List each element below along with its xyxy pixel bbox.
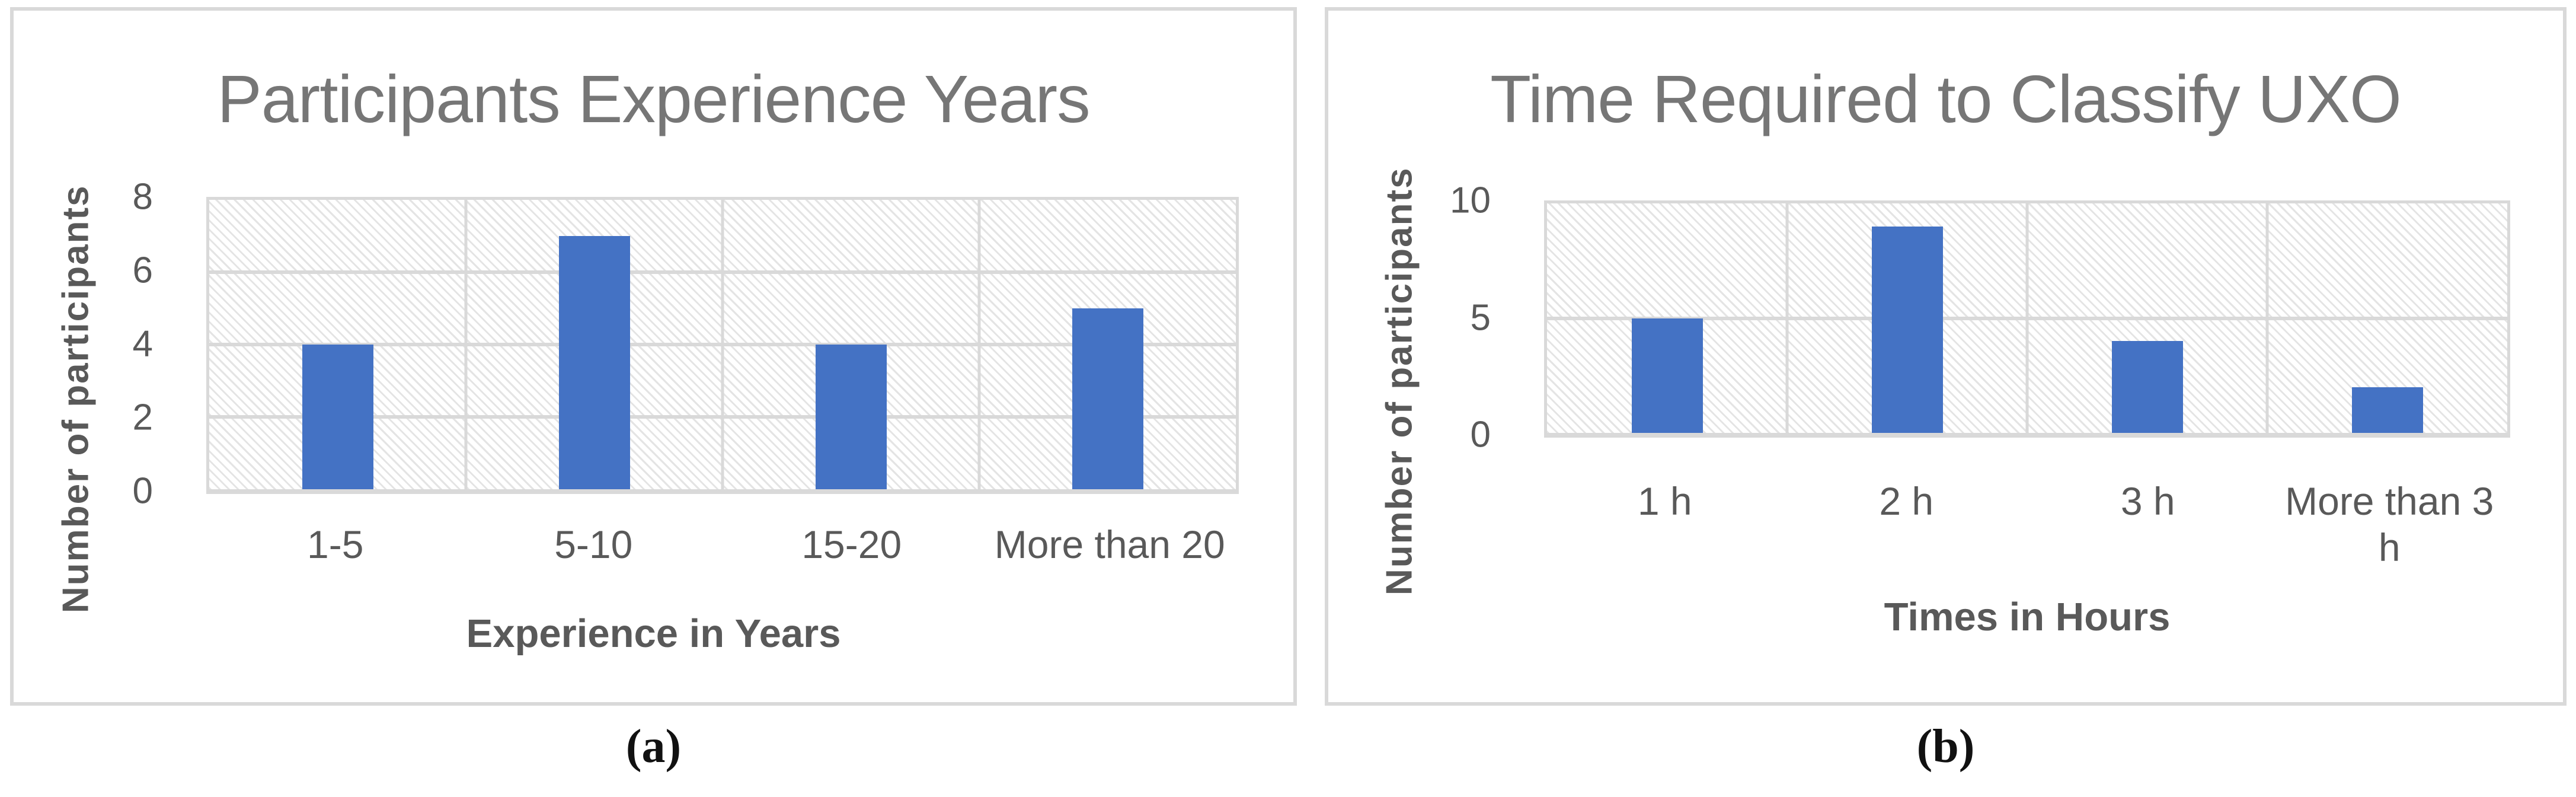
bar-slot (2027, 203, 2267, 433)
x-axis-title: Times in Hours (1884, 595, 2171, 639)
gridline-vertical (721, 200, 724, 489)
subfigure-caption-b: (b) (1916, 721, 1975, 773)
x-tick-label: More than 20 (994, 522, 1225, 566)
chart-title: Participants Experience Years (217, 62, 1090, 136)
bar (2111, 341, 2183, 433)
y-tick-label: 8 (132, 176, 153, 218)
gridline-vertical (2265, 203, 2269, 433)
x-tick-label: 1 h (1637, 479, 1692, 523)
bar (815, 345, 887, 489)
bar-slot (2267, 203, 2507, 433)
x-tick-label: 3 h (2120, 479, 2175, 523)
y-axis-tick-labels: 0 2 4 6 8 (14, 177, 180, 512)
y-tick-label: 10 (1450, 180, 1491, 221)
x-tick-label: 5-10 (554, 522, 633, 566)
gridline-vertical (2025, 203, 2029, 433)
subfigure-caption-a: (a) (625, 721, 682, 773)
bar (1871, 226, 1943, 433)
x-tick-label: 15-20 (801, 522, 902, 566)
x-axis-tick-labels: 1 h 2 h 3 h More than 3 h (1544, 479, 2510, 571)
bar-slot (1787, 203, 2027, 433)
bar (1072, 308, 1143, 489)
bar (1631, 318, 1703, 433)
bar-slot (209, 200, 466, 489)
x-axis-tick-labels: 1-5 5-10 15-20 More than 20 (206, 522, 1239, 568)
bar-slot (979, 200, 1236, 489)
y-tick-label: 0 (132, 470, 153, 512)
chart-title: Time Required to Classify UXO (1490, 62, 2402, 136)
y-axis-tick-labels: 0 5 10 (1328, 180, 1517, 455)
y-tick-label: 4 (132, 323, 153, 365)
chart-panel-b: Time Required to Classify UXO Number of … (1325, 7, 2567, 706)
y-tick-label: 5 (1470, 297, 1491, 338)
y-tick-label: 0 (1470, 414, 1491, 455)
bar-slot (1547, 203, 1787, 433)
bar (302, 345, 373, 489)
bar-slot (466, 200, 723, 489)
gridline-vertical (464, 200, 468, 489)
y-tick-label: 2 (132, 397, 153, 438)
gridline-vertical (977, 200, 981, 489)
bar (558, 236, 630, 489)
bar (2351, 387, 2423, 433)
plot-area (1544, 200, 2510, 438)
x-tick-label: 2 h (1879, 479, 1934, 523)
gridline-vertical (1785, 203, 1789, 433)
x-axis-title: Experience in Years (466, 611, 841, 656)
y-tick-label: 6 (132, 250, 153, 291)
x-tick-label: More than 3 h (2285, 479, 2494, 569)
chart-panel-a: Participants Experience Years Number of … (10, 7, 1297, 706)
bar-slot (723, 200, 979, 489)
plot-area (206, 197, 1239, 494)
x-tick-label: 1-5 (307, 522, 364, 566)
